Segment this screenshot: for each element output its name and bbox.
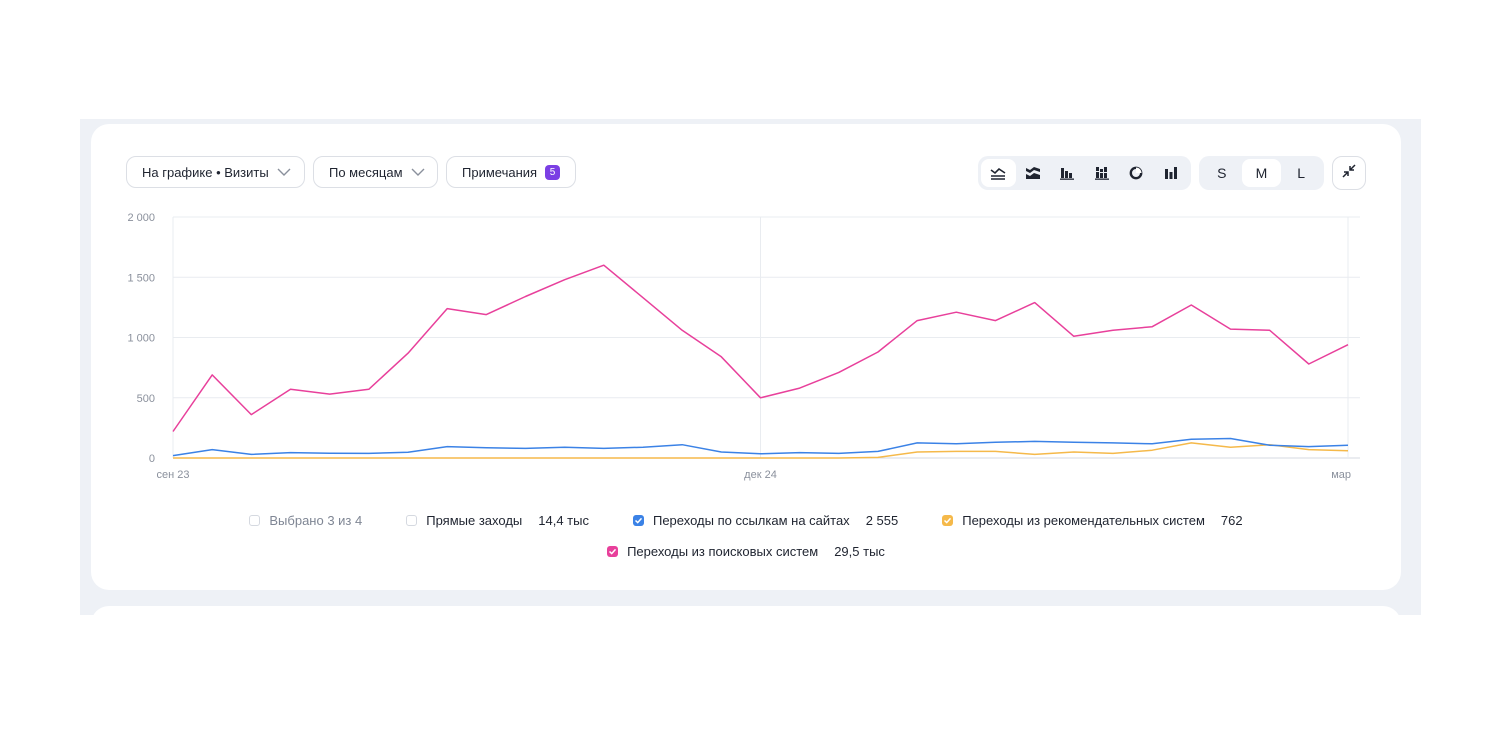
legend-item-label: Переходы по ссылкам на сайтах [652, 513, 850, 528]
series-line-2 [173, 442, 1349, 459]
size-l-button[interactable]: L [1297, 165, 1306, 181]
legend-item-label: Переходы из поисковых систем [627, 544, 819, 559]
notes-count-badge: 5 [545, 164, 561, 180]
x-tick-label: дек 24 [744, 469, 777, 481]
chevron-down-icon [277, 168, 291, 176]
chart-size-switcher: S M L [1199, 156, 1324, 190]
graph-metric-select[interactable]: На графике • Визиты [126, 156, 305, 188]
y-tick-label: 1 500 [127, 272, 155, 284]
line-chart-icon[interactable] [981, 159, 1016, 187]
collapse-icon [1341, 163, 1357, 184]
notes-button[interactable]: Примечания 5 [446, 156, 576, 188]
legend-item-value: 14,4 тыс [538, 513, 589, 528]
collapse-button[interactable] [1332, 156, 1366, 190]
legend-item-value: 762 [1220, 513, 1243, 528]
y-tick-label: 500 [137, 393, 155, 405]
next-card [91, 606, 1401, 646]
checkbox-checked-icon [607, 546, 619, 557]
stacked-bar-icon[interactable] [1085, 159, 1120, 187]
checkbox-checked-icon [632, 515, 644, 526]
legend-row-2: Переходы из поисковых систем 29,5 тыс [91, 544, 1401, 559]
stacked-area-icon[interactable] [1016, 159, 1051, 187]
legend-item-direct[interactable]: Прямые заходы 14,4 тыс [406, 513, 589, 528]
legend-selected-label: Выбрано 3 из 4 [269, 513, 363, 528]
x-tick-label: сен 23 [157, 469, 190, 481]
y-tick-label: 0 [149, 453, 155, 465]
legend-item-value: 2 555 [865, 513, 899, 528]
legend-item-label: Прямые заходы [426, 513, 523, 528]
chevron-down-icon [411, 168, 425, 176]
size-m-button[interactable]: M [1241, 159, 1282, 187]
chart-type-switcher [978, 156, 1191, 190]
checkbox-icon [406, 515, 418, 526]
graph-metric-label: На графике • Визиты [142, 164, 269, 180]
column-chart-icon[interactable] [1154, 159, 1189, 187]
size-s-button[interactable]: S [1217, 165, 1227, 181]
checkbox-icon [249, 515, 261, 526]
legend-item-recommendations[interactable]: Переходы из рекомендательных систем 762 [942, 513, 1243, 528]
series-line-1 [172, 437, 1349, 457]
pie-chart-icon[interactable] [1119, 159, 1154, 187]
bar-chart-icon[interactable] [1050, 159, 1085, 187]
x-tick-label: мар [1331, 469, 1351, 481]
series-line-0 [172, 264, 1349, 432]
y-tick-label: 1 000 [127, 333, 155, 345]
notes-label: Примечания [462, 164, 538, 180]
y-tick-label: 2 000 [127, 212, 155, 224]
legend-item-search[interactable]: Переходы из поисковых систем 29,5 тыс [607, 544, 885, 559]
legend-item-links[interactable]: Переходы по ссылкам на сайтах 2 555 [632, 513, 899, 528]
legend-item-label: Переходы из рекомендательных систем [962, 513, 1205, 528]
chart-card: На графике • Визиты По месяцам Примечани… [91, 124, 1401, 590]
legend-item-value: 29,5 тыс [834, 544, 885, 559]
legend-row-1: Выбрано 3 из 4 Прямые заходы 14,4 тыс Пе… [91, 513, 1401, 528]
report-panel: На графике • Визиты По месяцам Примечани… [80, 119, 1421, 646]
checkbox-checked-icon [942, 515, 954, 526]
period-select[interactable]: По месяцам [313, 156, 438, 188]
legend-select-all[interactable]: Выбрано 3 из 4 [249, 513, 362, 528]
period-label: По месяцам [329, 164, 403, 180]
